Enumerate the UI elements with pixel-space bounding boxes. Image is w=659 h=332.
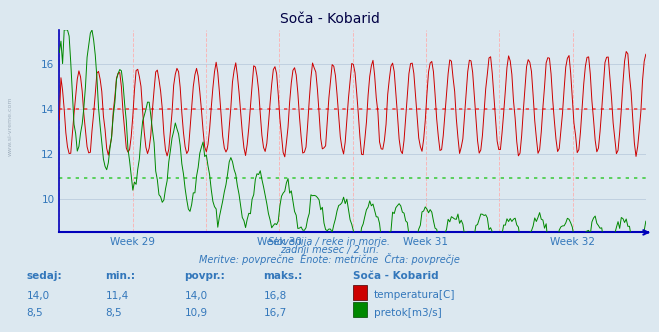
Text: 14,0: 14,0 bbox=[185, 290, 208, 300]
Text: min.:: min.: bbox=[105, 271, 136, 281]
Text: Slovenija / reke in morje.: Slovenija / reke in morje. bbox=[268, 237, 391, 247]
Text: 11,4: 11,4 bbox=[105, 290, 129, 300]
Text: zadnji mesec / 2 uri.: zadnji mesec / 2 uri. bbox=[280, 245, 379, 255]
Text: 16,7: 16,7 bbox=[264, 308, 287, 318]
Text: pretok[m3/s]: pretok[m3/s] bbox=[374, 308, 442, 318]
Text: sedaj:: sedaj: bbox=[26, 271, 62, 281]
Text: 8,5: 8,5 bbox=[105, 308, 122, 318]
Text: Soča - Kobarid: Soča - Kobarid bbox=[279, 12, 380, 26]
Text: 10,9: 10,9 bbox=[185, 308, 208, 318]
Text: Meritve: povprečne  Enote: metrične  Črta: povprečje: Meritve: povprečne Enote: metrične Črta:… bbox=[199, 253, 460, 265]
Text: temperatura[C]: temperatura[C] bbox=[374, 290, 455, 300]
Text: 8,5: 8,5 bbox=[26, 308, 43, 318]
Text: www.si-vreme.com: www.si-vreme.com bbox=[8, 96, 13, 156]
Text: povpr.:: povpr.: bbox=[185, 271, 225, 281]
Text: maks.:: maks.: bbox=[264, 271, 303, 281]
Text: 14,0: 14,0 bbox=[26, 290, 49, 300]
Text: Soča - Kobarid: Soča - Kobarid bbox=[353, 271, 438, 281]
Text: 16,8: 16,8 bbox=[264, 290, 287, 300]
